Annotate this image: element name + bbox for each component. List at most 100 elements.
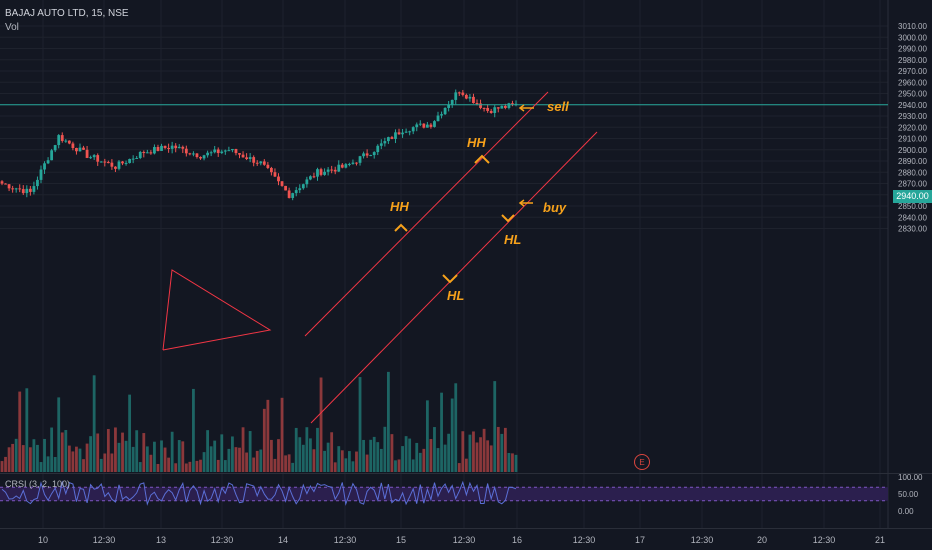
volume-bar (482, 428, 486, 472)
volume-bar (167, 457, 171, 472)
volume-bar (316, 427, 319, 472)
volume-bar (71, 451, 75, 472)
volume-bar (195, 460, 199, 472)
volume-bar (365, 454, 369, 472)
volume-bar (145, 446, 149, 472)
symbol-title[interactable]: BAJAJ AUTO LTD, 15, NSE (5, 8, 129, 19)
hh-chevron-left (394, 223, 408, 232)
volume-bar (277, 439, 280, 472)
volume-bar (32, 439, 36, 472)
volume-bar (142, 433, 146, 472)
price-axis-tick-label: 2880.00 (898, 168, 927, 177)
volume-bar (106, 429, 110, 472)
candle-body (110, 162, 114, 167)
candle-body (75, 147, 78, 152)
candle-body (36, 179, 39, 187)
volume-bar (433, 427, 436, 472)
volume-bar (177, 440, 181, 472)
candle-body (64, 140, 68, 142)
candle-body (11, 188, 15, 190)
price-axis-tick-label: 2850.00 (898, 202, 927, 211)
volume-bar (245, 452, 248, 472)
volume-bar (223, 460, 227, 472)
hl-chevron-right (501, 214, 515, 223)
candle-body (213, 149, 217, 153)
volume-bar (209, 446, 213, 472)
candle-body (153, 147, 156, 154)
crsi-line (1, 480, 517, 506)
volume-bar (440, 392, 443, 472)
time-axis-tick-label: 13 (156, 535, 166, 545)
candle-body (25, 188, 29, 194)
price-axis-tick-label: 2960.00 (898, 78, 927, 87)
volume-bar (163, 447, 167, 472)
volume-bar (298, 437, 302, 472)
candle-body (149, 152, 153, 154)
volume-bar (291, 462, 295, 472)
candle-body (511, 103, 514, 105)
candle-body (316, 169, 319, 177)
volume-bar (248, 431, 252, 472)
volume-bar (404, 436, 408, 472)
chart-legend: BAJAJ AUTO LTD, 15, NSE Vol (5, 7, 129, 35)
volume-bar (216, 459, 220, 472)
crsi-legend[interactable]: CRSI (3, 2, 100) (5, 479, 71, 489)
candle-body (404, 131, 408, 133)
volume-bar (188, 461, 192, 472)
candle-body (220, 151, 224, 154)
volume-label[interactable]: Vol (5, 22, 19, 33)
price-axis-tick-label: 2950.00 (898, 90, 927, 99)
volume-bar (461, 431, 465, 472)
candle-body (447, 104, 451, 108)
candle-body (135, 157, 139, 159)
candle-body (291, 193, 295, 198)
candle-body (472, 96, 475, 104)
volume-bar (4, 456, 7, 472)
channel-upper-line (304, 91, 549, 337)
price-axis-tick-label: 2980.00 (898, 56, 927, 65)
candle-body (347, 163, 351, 165)
candle-body (376, 145, 380, 153)
candle-body (138, 151, 142, 158)
volume-bar (64, 430, 68, 472)
candle-body (181, 146, 185, 149)
volume-bar (280, 397, 284, 472)
earnings-event-icon[interactable]: E (634, 454, 650, 470)
volume-bar (184, 463, 188, 472)
volume-bar (347, 451, 351, 472)
candle-body (82, 147, 85, 150)
candle-body (277, 176, 280, 182)
volume-bar (149, 454, 153, 472)
volume-bar (372, 436, 376, 472)
volume-bar (43, 438, 46, 472)
candle-body (493, 107, 497, 113)
candle-body (433, 121, 436, 127)
candle-body (408, 131, 412, 133)
candle-body (160, 145, 163, 151)
crsi-axis-tick-label: 50.00 (898, 490, 919, 499)
volume-bar (53, 457, 57, 472)
volume-bar (89, 436, 93, 472)
candle-body (479, 103, 482, 108)
candle-body (337, 164, 341, 172)
volume-bar (241, 427, 245, 472)
candle-body (67, 140, 71, 144)
price-axis-tick-label: 2920.00 (898, 123, 927, 132)
volume-bar (121, 432, 124, 472)
volume-bar (156, 463, 160, 472)
candle-body (128, 158, 132, 163)
volume-bar (369, 439, 373, 472)
candle-body (174, 145, 178, 149)
candle-body (422, 123, 426, 128)
candle-body (223, 150, 227, 152)
candle-body (305, 179, 309, 185)
volume-bar (489, 445, 493, 472)
candle-body (14, 188, 18, 190)
candle-body (333, 169, 337, 172)
candle-body (206, 152, 209, 156)
candle-body (457, 92, 461, 94)
volume-bar (337, 446, 341, 472)
hh-label-left: HH (390, 199, 409, 214)
